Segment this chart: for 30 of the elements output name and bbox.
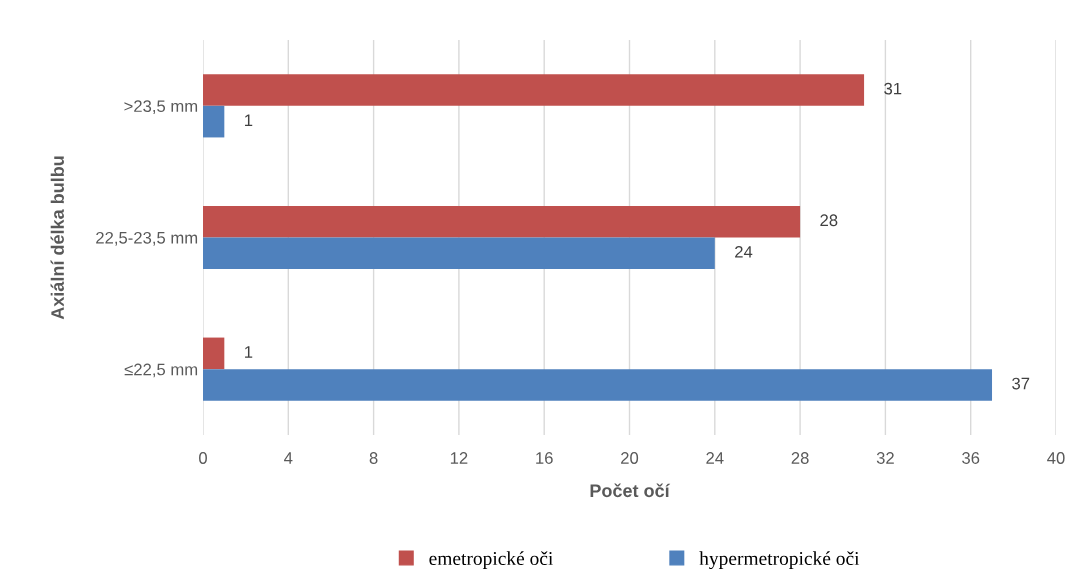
x-tick-label: 20 [621,452,639,464]
x-tick-label: 0 [199,452,207,464]
data-label: 1 [245,114,253,126]
legend-label: emetropické oči [429,551,553,569]
bar [203,337,225,370]
x-tick-label: 24 [706,452,724,464]
x-tick-label: 28 [791,452,809,464]
data-label: 1 [245,346,253,358]
y-tick-label: >23,5 mm [124,100,198,115]
bar [203,105,225,138]
legend-label: hypermetropické oči [699,551,860,570]
bar [203,205,801,238]
bar [203,237,715,270]
bar [203,369,993,401]
x-tick-label: 8 [369,452,378,464]
x-tick-label: 32 [876,452,894,464]
y-tick-label: ≤22,5 mm [124,363,198,378]
data-label: 37 [1012,377,1030,390]
x-tick-label: 4 [284,452,293,464]
x-tick-label: 40 [1047,452,1065,464]
y-axis-title: Axiální délka bulbu [50,156,64,320]
data-label: 28 [820,214,838,227]
x-tick-label: 12 [450,452,468,464]
x-tick-label: 16 [536,452,553,464]
x-axis-title: Počet očí [590,483,671,498]
x-tick-label: 36 [962,452,980,464]
data-label: 24 [735,245,753,258]
data-label: 31 [884,82,902,95]
bar [203,74,865,106]
y-tick-label: 22,5-23,5 mm [96,231,198,246]
